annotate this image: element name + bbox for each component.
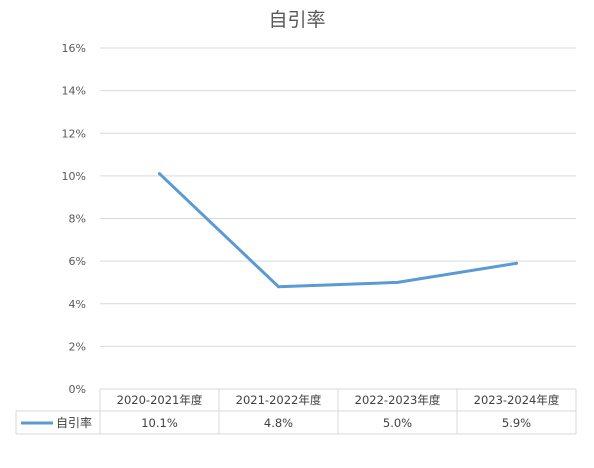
x-category-label: 2023-2024年度 — [474, 393, 560, 407]
data-point — [158, 172, 161, 176]
table-value-cell: 10.1% — [141, 416, 178, 430]
y-tick-label: 2% — [69, 340, 86, 353]
y-tick-label: 0% — [69, 383, 86, 396]
y-tick-label: 8% — [69, 213, 86, 226]
y-tick-label: 6% — [69, 255, 86, 268]
gridlines — [100, 47, 576, 347]
series-line — [158, 172, 518, 289]
y-tick-label: 10% — [62, 170, 86, 183]
y-tick-label: 16% — [62, 42, 86, 55]
y-tick-label: 14% — [62, 85, 86, 98]
x-category-label: 2020-2021年度 — [117, 393, 203, 407]
x-category-label: 2021-2022年度 — [236, 393, 322, 407]
y-tick-label: 12% — [62, 127, 86, 140]
table-value-cell: 5.9% — [502, 416, 531, 430]
y-tick-label: 4% — [69, 298, 86, 311]
x-category-label: 2022-2023年度 — [355, 393, 441, 407]
data-table: 2020-2021年度 2021-2022年度 2022-2023年度 2023-20… — [15, 388, 577, 435]
y-axis-tick-labels: 0% 2% 4% 6% 8% 10% 12% 14% 16% — [62, 42, 86, 396]
table-value-cell: 5.0% — [383, 416, 412, 430]
data-point — [277, 285, 280, 289]
data-point — [515, 261, 518, 265]
legend-series-name: 自引率 — [56, 415, 92, 430]
table-value-cell: 4.8% — [264, 416, 293, 430]
data-point — [396, 280, 399, 284]
chart-title: 自引率 — [268, 9, 325, 31]
series-lines — [158, 172, 518, 289]
